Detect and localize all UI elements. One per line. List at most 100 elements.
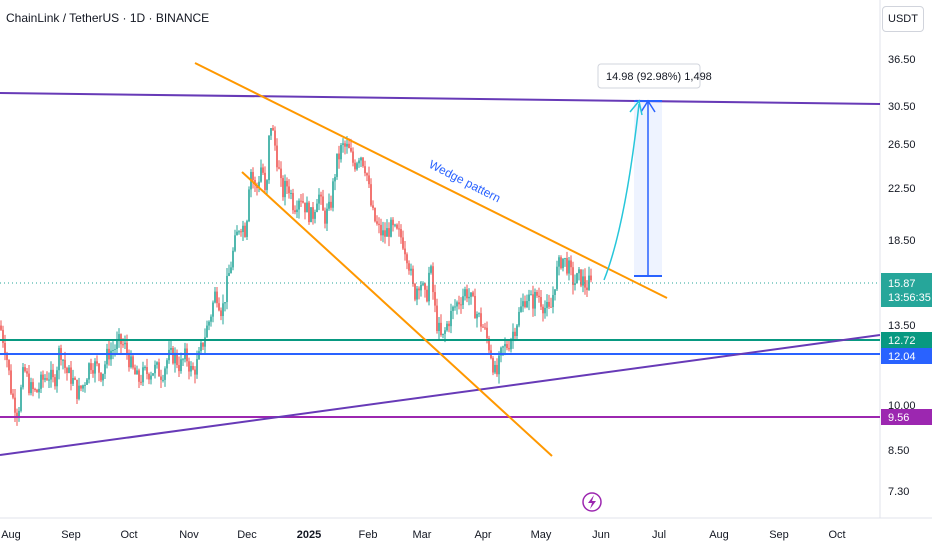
candle-body — [316, 203, 318, 213]
candle-body — [178, 365, 180, 372]
candle-body — [334, 176, 336, 182]
candle-body — [386, 228, 388, 237]
candle-body — [568, 260, 570, 274]
candle-body — [446, 323, 448, 331]
time-axis[interactable]: Aug Sep Oct Nov Dec 2025 Feb Mar Apr May… — [1, 529, 845, 541]
candle-body — [582, 276, 584, 286]
candle-body — [348, 143, 350, 149]
candle-body — [94, 361, 96, 374]
candle-body — [492, 358, 494, 373]
candle-body — [152, 373, 154, 376]
time-tick: Sep — [769, 529, 789, 541]
candle-body — [244, 225, 246, 237]
chart-title: ChainLink / TetherUS · 1D · BINANCE — [6, 11, 210, 25]
candle-body — [16, 412, 18, 417]
candle-body — [114, 349, 116, 351]
candle-body — [560, 257, 562, 269]
candle-body — [192, 366, 194, 370]
candle-body — [100, 372, 102, 381]
candle-body — [8, 359, 10, 371]
candle-body — [476, 314, 478, 319]
candle-body — [64, 359, 66, 368]
candle-body — [466, 289, 468, 299]
candle-body — [286, 180, 288, 187]
candle-body — [382, 230, 384, 236]
candle-body — [500, 347, 502, 356]
candle-body — [228, 273, 230, 276]
candle-body — [344, 143, 346, 147]
event-marker[interactable] — [582, 492, 602, 512]
time-tick: Mar — [413, 529, 432, 541]
candle-body — [450, 310, 452, 327]
candle-body — [420, 284, 422, 291]
candle-body — [254, 180, 256, 185]
candle-body — [376, 221, 378, 224]
candle-body — [328, 201, 330, 209]
candle-body — [2, 329, 4, 343]
wedge-upper-line[interactable] — [194, 62, 668, 299]
candle-body — [580, 269, 582, 286]
candle-body — [532, 294, 534, 309]
candle-body — [356, 163, 358, 170]
candle-body — [136, 370, 138, 375]
support-trendline[interactable] — [0, 334, 881, 456]
time-tick: Nov — [179, 529, 199, 541]
candle-body — [392, 219, 394, 226]
candle-body — [372, 205, 374, 208]
candle-body — [24, 367, 26, 372]
candle-body — [390, 219, 392, 237]
price-tick: 30.50 — [888, 101, 916, 113]
candle-body — [66, 367, 68, 374]
candle-body — [544, 307, 546, 314]
time-tick: Aug — [1, 529, 21, 541]
candle-body — [80, 385, 82, 389]
candle-body — [540, 297, 542, 307]
candle-body — [218, 303, 220, 311]
candle-body — [10, 370, 12, 394]
projection-curve[interactable] — [603, 103, 640, 281]
candle-body — [452, 306, 454, 311]
candle-body — [516, 325, 518, 337]
price-tick: 26.50 — [888, 139, 916, 151]
candle-body — [374, 207, 376, 222]
candle-body — [358, 160, 360, 164]
candle-body — [298, 200, 300, 210]
candle-body — [160, 376, 162, 380]
candle-body — [558, 257, 560, 267]
level-tag-956-text: 9.56 — [888, 412, 909, 424]
candle-body — [396, 224, 398, 229]
candle-body — [394, 224, 396, 226]
wedge-lower-line[interactable] — [241, 171, 553, 457]
resistance-trendline[interactable] — [0, 92, 881, 105]
candle-body — [362, 157, 364, 167]
candle-body — [314, 212, 316, 219]
candle-body — [514, 331, 516, 337]
candle-body — [570, 260, 572, 268]
candle-body — [510, 339, 512, 350]
candle-body — [318, 194, 320, 204]
candle-body — [122, 344, 124, 346]
candle-body — [546, 301, 548, 308]
candle-body — [330, 201, 332, 208]
time-tick: Apr — [474, 529, 491, 541]
candle-body — [548, 301, 550, 307]
candle-body — [518, 311, 520, 326]
candle-body — [140, 381, 142, 383]
candle-body — [308, 202, 310, 223]
price-tick: 36.50 — [888, 54, 916, 66]
candle-body — [216, 291, 218, 304]
candle-body — [268, 135, 270, 181]
candle-body — [284, 180, 286, 198]
candle-body — [574, 283, 576, 285]
candle-body — [338, 153, 340, 160]
currency-unit-button[interactable]: USDT — [882, 6, 924, 32]
candle-body — [380, 224, 382, 236]
candle-body — [202, 342, 204, 347]
measure-label: 14.98 (92.98%) 1,498 — [606, 71, 712, 83]
plot-area[interactable] — [0, 0, 880, 518]
last-price-value: 15.87 — [888, 278, 916, 290]
candle-body — [410, 268, 412, 271]
candle-body — [488, 338, 490, 351]
candle-body — [172, 347, 174, 364]
